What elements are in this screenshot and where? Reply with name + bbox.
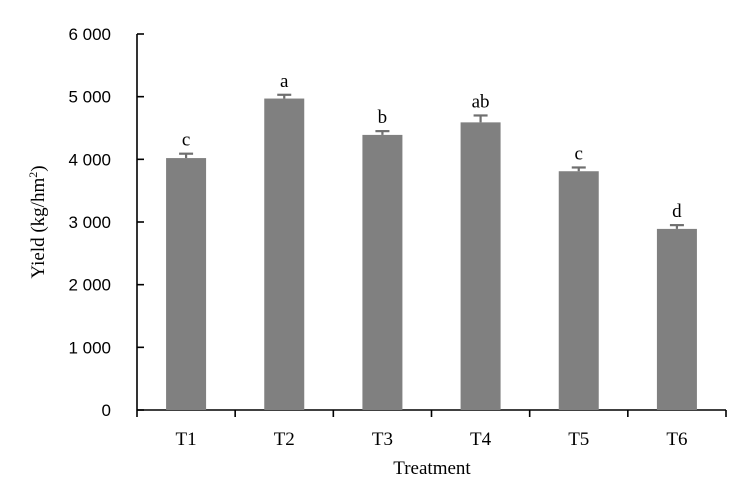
y-tick-label: 3 000 [68, 213, 111, 232]
x-tick-label: T2 [274, 429, 295, 450]
y-tick-label: 4 000 [68, 150, 111, 169]
significance-label: ab [472, 91, 490, 112]
significance-label: c [182, 130, 190, 151]
y-axis-title-main: Yield (kg/hm [28, 178, 49, 279]
bar-t1 [166, 158, 207, 410]
y-axis-title-close: ) [28, 165, 49, 171]
significance-label: c [575, 143, 583, 164]
x-tick-label: T1 [176, 429, 197, 450]
bars-group [166, 98, 697, 411]
significance-label: d [672, 201, 682, 222]
significance-label: a [280, 71, 289, 92]
bar-t2 [264, 98, 305, 411]
x-ticks-group: T1 T2 T3 T4 T5 T6 [136, 410, 727, 450]
significance-label: b [378, 107, 388, 128]
bar-t3 [362, 134, 403, 411]
bar-t5 [558, 171, 599, 410]
y-tick-label: 5 000 [68, 88, 111, 107]
y-tick-label: 2 000 [68, 276, 111, 295]
x-tick-label: T6 [666, 429, 687, 450]
bar-t6 [656, 228, 697, 410]
y-ticks-group: 0 1 000 2 000 3 000 4 000 5 000 6 000 [68, 25, 144, 420]
y-axis-title: Yield (kg/hm2) [26, 165, 49, 278]
x-axis-title: Treatment [393, 458, 471, 479]
x-tick-label: T5 [568, 429, 589, 450]
x-tick-label: T3 [372, 429, 393, 450]
axes [136, 34, 726, 411]
y-tick-label: 0 [102, 401, 111, 420]
y-tick-label: 6 000 [68, 25, 111, 44]
error-bars-group [179, 93, 684, 229]
y-tick-label: 1 000 [68, 338, 111, 357]
y-axis-title-superscript: 2 [26, 172, 40, 178]
bar-t4 [460, 122, 501, 411]
x-tick-label: T4 [470, 429, 492, 450]
